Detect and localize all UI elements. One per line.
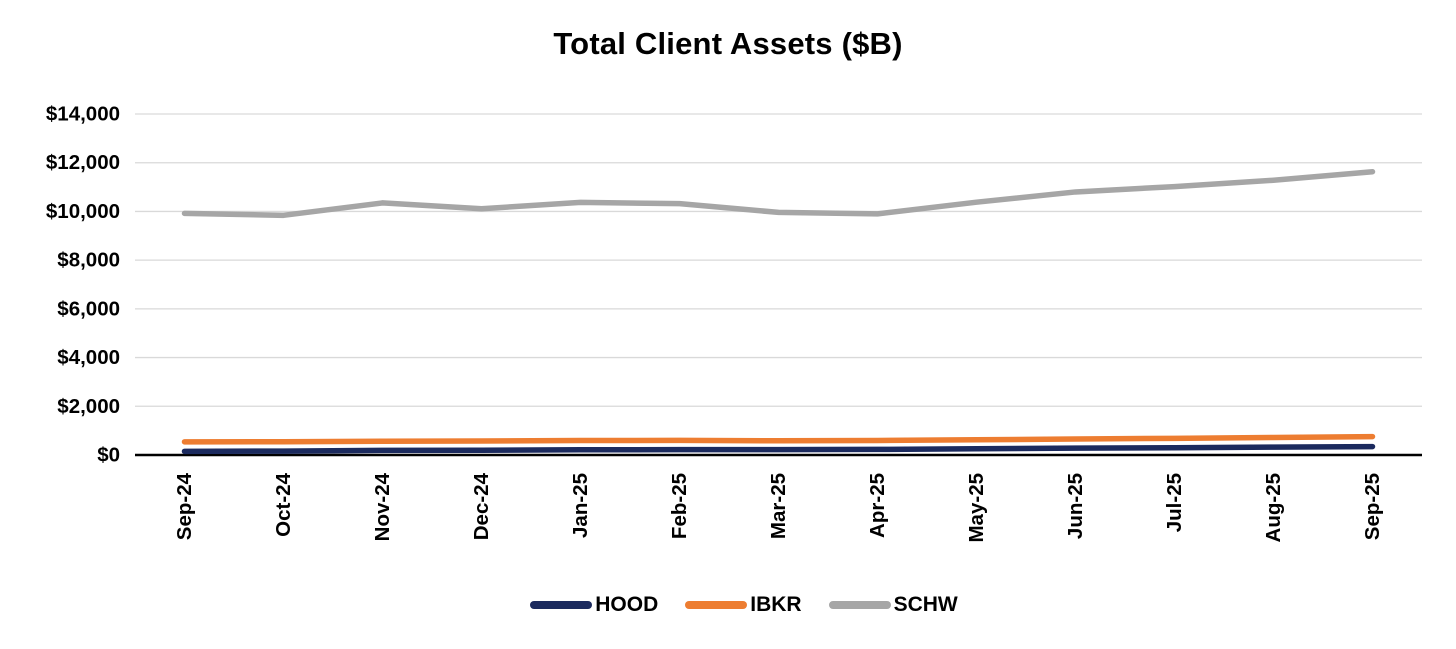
x-axis-label: Jun-25 — [1064, 473, 1087, 539]
series-line-ibkr — [181, 433, 1376, 445]
series-line-hood — [181, 443, 1376, 455]
y-axis-tick-label: $6,000 — [57, 297, 120, 320]
y-axis-tick-label: $0 — [97, 444, 120, 467]
x-axis-label: Sep-25 — [1361, 473, 1384, 540]
series-line-schw — [181, 168, 1376, 219]
chart-legend: HOOD IBKR SCHW — [16, 593, 1456, 617]
x-axis-label: Jul-25 — [1163, 473, 1186, 532]
legend-item-ibkr: IBKR — [685, 593, 802, 617]
x-axis-label: May-25 — [965, 473, 988, 543]
y-axis-tick-label: $8,000 — [57, 249, 120, 272]
legend-label-hood: HOOD — [595, 593, 659, 616]
x-axis-label: Oct-24 — [272, 472, 295, 536]
x-axis-label: Apr-25 — [866, 473, 889, 538]
y-axis-tick-label: $14,000 — [46, 103, 120, 126]
x-axis-label: Feb-25 — [668, 473, 691, 539]
x-axis-label: Jan-25 — [569, 473, 592, 538]
x-axis-label: Nov-24 — [371, 472, 394, 541]
legend-swatch-hood — [530, 601, 593, 609]
legend-label-ibkr: IBKR — [750, 593, 802, 616]
legend-swatch-schw — [828, 601, 891, 609]
x-axis-label: Aug-25 — [1262, 473, 1285, 542]
legend-item-schw: SCHW — [828, 593, 958, 617]
y-axis-tick-label: $12,000 — [46, 151, 120, 174]
chart-title: Total Client Assets ($B) — [553, 26, 903, 61]
x-axis-label: Dec-24 — [470, 472, 493, 540]
x-axis-label: Sep-24 — [173, 472, 196, 540]
y-axis-tick-label: $2,000 — [57, 395, 120, 418]
x-axis-label: Mar-25 — [767, 473, 790, 539]
y-axis-tick-label: $4,000 — [57, 346, 120, 369]
legend-label-schw: SCHW — [893, 593, 958, 616]
legend-item-hood: HOOD — [530, 593, 658, 617]
y-axis-tick-label: $10,000 — [46, 200, 120, 223]
legend-swatch-ibkr — [685, 601, 748, 609]
